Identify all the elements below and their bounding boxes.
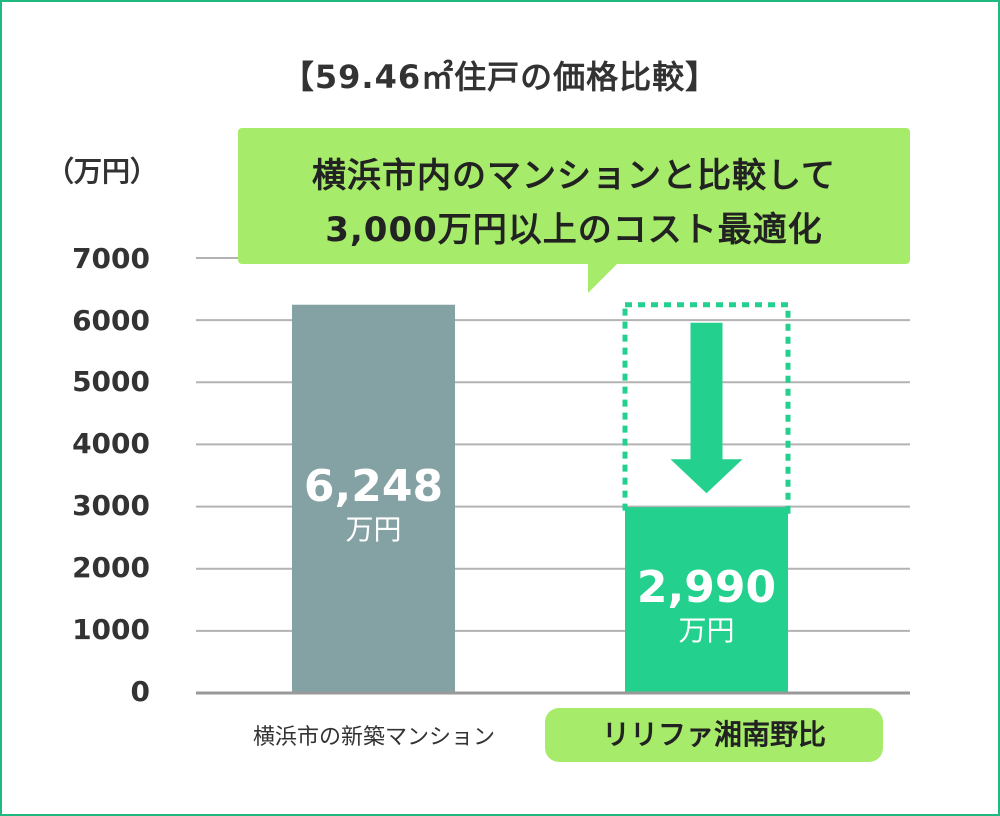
- y-tick-4000: 4000: [72, 427, 150, 460]
- bar-unit-label-0: 万円: [345, 513, 401, 546]
- y-tick-7000: 7000: [72, 242, 150, 275]
- reduction-arrow-icon: [670, 322, 743, 494]
- category-label-yokohama: 横浜市の新築マンション: [252, 725, 495, 750]
- callout-line-2: 3,000万円以上のコスト最適化: [325, 210, 823, 250]
- y-tick-6000: 6000: [72, 304, 150, 337]
- y-tick-5000: 5000: [72, 365, 150, 398]
- bar-value-label-0: 6,248: [304, 461, 443, 512]
- callout-line-1: 横浜市内のマンションと比較して: [312, 156, 836, 196]
- bar-1: [625, 507, 788, 693]
- category-label-ririfa: リリファ湘南野比: [545, 708, 883, 762]
- chart-title: 【59.46㎡住戸の価格比較】: [281, 58, 719, 96]
- bar-0: [292, 304, 455, 693]
- bar-value-label-1: 2,990: [637, 562, 776, 613]
- y-tick-2000: 2000: [72, 551, 150, 584]
- bar-unit-label-1: 万円: [678, 614, 734, 647]
- callout-box: 横浜市内のマンションと比較して 3,000万円以上のコスト最適化: [238, 128, 910, 264]
- y-tick-1000: 1000: [72, 613, 150, 646]
- y-tick-0: 0: [130, 675, 150, 708]
- original-price-outline: [622, 302, 791, 514]
- y-axis-unit-label: （万円）: [46, 155, 159, 188]
- callout-tail: [588, 263, 618, 293]
- y-tick-3000: 3000: [72, 489, 150, 522]
